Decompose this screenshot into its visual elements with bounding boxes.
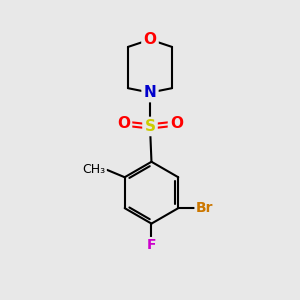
Text: O: O [143,32,157,47]
Text: N: N [144,85,156,100]
Text: S: S [145,119,155,134]
Text: F: F [147,238,156,252]
Text: CH₃: CH₃ [82,164,106,176]
Text: O: O [170,116,183,131]
Text: O: O [117,116,130,131]
Text: Br: Br [196,201,213,215]
